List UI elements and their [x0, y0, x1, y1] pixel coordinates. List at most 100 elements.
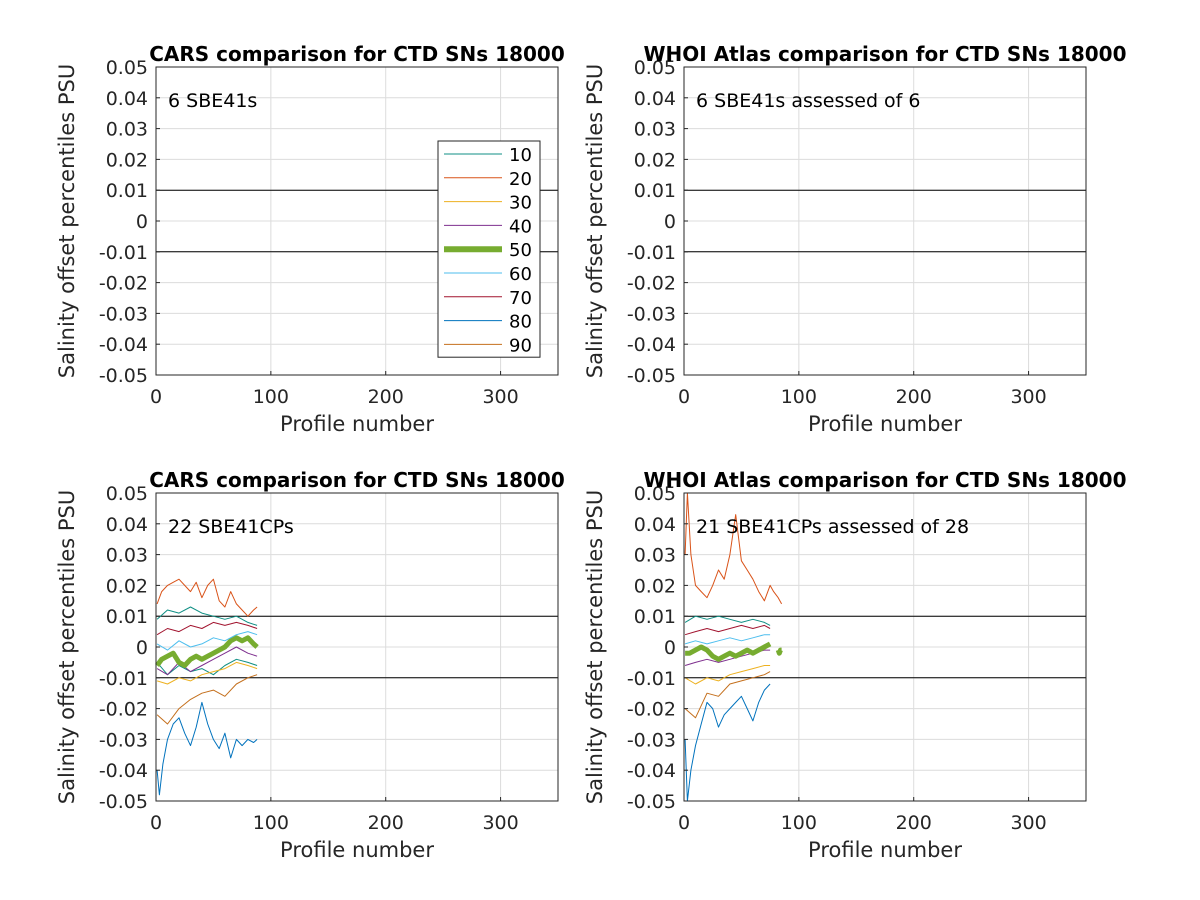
y-tick-label: 0.05 — [634, 483, 676, 505]
y-tick-label: -0.03 — [99, 729, 148, 751]
x-tick-label: 0 — [150, 386, 162, 408]
x-tick-label: 0 — [150, 812, 162, 834]
y-tick-label: -0.01 — [627, 242, 676, 264]
chart-title: CARS comparison for CTD SNs 18000 — [149, 468, 564, 492]
series-line-60 — [156, 631, 258, 651]
y-tick-label: 0 — [136, 637, 148, 659]
y-tick-label: -0.01 — [99, 668, 148, 690]
y-tick-label: 0.03 — [106, 545, 148, 567]
series-line-70 — [156, 621, 258, 636]
annotation-text: 6 SBE41s assessed of 6 — [696, 90, 921, 112]
y-tick-label: 0.01 — [634, 606, 676, 628]
x-axis-label: Profile number — [808, 412, 962, 436]
legend-label-30: 30 — [509, 193, 532, 214]
legend-label-80: 80 — [509, 312, 532, 333]
y-axis-label: Salinity offset percentiles PSU — [583, 64, 607, 378]
legend-label-60: 60 — [509, 264, 532, 285]
y-tick-label: 0.01 — [106, 606, 148, 628]
y-tick-label: -0.05 — [627, 791, 676, 813]
chart-panel-bottom-right: 0 100 200 300 -0.05 -0.04 -0.03 -0.02 -0.01 0 0.01… — [583, 468, 1127, 862]
x-tick-label: 200 — [368, 386, 404, 408]
y-tick-label: -0.04 — [627, 334, 676, 356]
x-tick-label: 100 — [781, 812, 817, 834]
y-tick-label: -0.04 — [99, 760, 148, 782]
chart-panel-top-left: 0 100 200 300 -0.05 -0.04 -0.03 -0.02 -0.01 0 0.01… — [55, 42, 565, 436]
y-tick-label: 0.04 — [106, 88, 148, 110]
y-tick-label: 0.05 — [106, 483, 148, 505]
chart-title: WHOI Atlas comparison for CTD SNs 18000 — [643, 468, 1126, 492]
y-tick-label: 0.01 — [106, 180, 148, 202]
y-tick-label: 0.04 — [106, 514, 148, 536]
series-line-90 — [156, 674, 258, 725]
x-tick-label: 0 — [678, 812, 690, 834]
x-tick-label: 200 — [368, 812, 404, 834]
y-tick-label: 0.03 — [634, 545, 676, 567]
chart-title: WHOI Atlas comparison for CTD SNs 18000 — [643, 42, 1126, 66]
chart-title: CARS comparison for CTD SNs 18000 — [149, 42, 564, 66]
y-tick-label: 0.02 — [106, 575, 148, 597]
x-tick-label: 300 — [482, 812, 518, 834]
y-tick-label: 0.02 — [634, 149, 676, 171]
series-line-80 — [684, 683, 771, 802]
y-tick-label: 0 — [664, 211, 676, 233]
y-tick-label: 0 — [136, 211, 148, 233]
y-tick-label: -0.03 — [627, 729, 676, 751]
x-tick-label: 100 — [253, 386, 289, 408]
legend-label-70: 70 — [509, 288, 532, 309]
series-line-20 — [684, 492, 783, 605]
series-line-10 — [684, 615, 771, 626]
series-line-10-upper — [156, 606, 258, 626]
y-tick-label: 0.03 — [106, 119, 148, 141]
y-tick-label: -0.02 — [627, 699, 676, 721]
y-tick-label: 0 — [664, 637, 676, 659]
y-tick-label: 0.04 — [634, 514, 676, 536]
chart-panel-top-right: 0 100 200 300 -0.05 -0.04 -0.03 -0.02 -0.01 0 0.01… — [583, 42, 1127, 436]
y-tick-label: 0.02 — [106, 149, 148, 171]
legend-label-40: 40 — [509, 216, 532, 237]
series-line-50 — [155, 635, 259, 668]
y-tick-label: 0.03 — [634, 119, 676, 141]
y-tick-label: -0.02 — [99, 699, 148, 721]
y-tick-label: -0.04 — [627, 760, 676, 782]
y-tick-label: -0.02 — [627, 273, 676, 295]
series-line-50 — [775, 647, 783, 656]
legend-label-10: 10 — [509, 145, 532, 166]
series-line-90 — [684, 671, 771, 719]
y-tick-label: 0.02 — [634, 575, 676, 597]
x-tick-label: 300 — [1010, 386, 1046, 408]
x-axis-label: Profile number — [280, 412, 434, 436]
series-line-10 — [156, 658, 258, 676]
series-line-60 — [684, 634, 771, 645]
series-line-80 — [156, 701, 258, 796]
annotation-text: 6 SBE41s — [168, 90, 257, 112]
y-tick-label: 0.05 — [634, 57, 676, 79]
y-tick-label: -0.04 — [99, 334, 148, 356]
series-line-50 — [685, 641, 772, 662]
legend-label-50: 50 — [509, 240, 532, 261]
y-tick-label: 0.01 — [634, 180, 676, 202]
y-tick-label: -0.05 — [99, 791, 148, 813]
y-axis-label: Salinity offset percentiles PSU — [55, 490, 79, 804]
annotation-text: 22 SBE41CPs — [168, 516, 294, 538]
chart-panel-bottom-left: 0 100 200 300 -0.05 -0.04 -0.03 -0.02 -0.01 0 0.01… — [55, 468, 565, 862]
series-line-70 — [684, 624, 771, 636]
y-tick-label: -0.01 — [627, 668, 676, 690]
y-tick-label: -0.03 — [99, 303, 148, 325]
y-tick-label: -0.05 — [627, 365, 676, 387]
x-axis-label: Profile number — [280, 838, 434, 862]
x-tick-label: 100 — [781, 386, 817, 408]
y-axis-label: Salinity offset percentiles PSU — [583, 490, 607, 804]
y-tick-label: 0.04 — [634, 88, 676, 110]
y-tick-label: -0.02 — [99, 273, 148, 295]
x-tick-label: 200 — [896, 386, 932, 408]
annotation-text: 21 SBE41CPs assessed of 28 — [696, 516, 969, 538]
series-line-30 — [156, 661, 258, 685]
y-tick-label: -0.03 — [627, 303, 676, 325]
series-line-40 — [156, 646, 258, 676]
x-tick-label: 0 — [678, 386, 690, 408]
x-axis-label: Profile number — [808, 838, 962, 862]
series-line-30 — [684, 665, 771, 685]
legend-label-90: 90 — [509, 335, 532, 356]
